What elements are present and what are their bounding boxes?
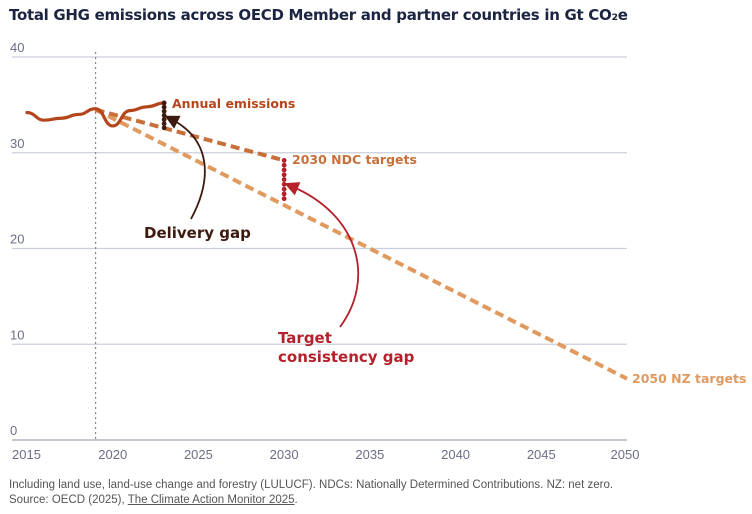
gap-dot-target-consistency: [281, 181, 287, 187]
source-line: Source: OECD (2025), The Climate Action …: [9, 493, 613, 508]
source-suffix: .: [294, 494, 298, 506]
gap-dot-target-consistency: [281, 177, 287, 182]
gap-dot-target-consistency: [281, 191, 287, 197]
gap-dot-delivery: [161, 117, 167, 122]
footnote-text: Including land use, land-use change and …: [9, 479, 614, 491]
target-consistency-gap-arrow: [284, 182, 360, 328]
y-tick-label: 10: [10, 327, 24, 342]
gap-dot-delivery: [161, 113, 167, 118]
annotation-delivery-gap: Delivery gap: [144, 224, 251, 242]
gap-dot-delivery: [161, 125, 167, 131]
annotation-2030-ndc-targets: 2030 NDC targets: [292, 152, 417, 167]
delivery-gap-arrow: [164, 115, 206, 220]
gap-dot-delivery: [161, 121, 167, 127]
y-tick-label: 20: [10, 232, 24, 247]
series-annual-emissions-line: [25, 101, 166, 128]
annotation-annual-emissions: Annual emissions: [172, 96, 295, 111]
y-tick-label: 40: [10, 40, 24, 55]
annotation-2050-nz-targets: 2050 NZ targets: [632, 371, 746, 386]
gap-dot-target-consistency: [281, 158, 287, 163]
x-tick-label: 2035: [355, 447, 384, 462]
chart-title: Total GHG emissions across OECD Member a…: [9, 6, 628, 24]
y-tick-label: 0: [10, 423, 17, 438]
x-tick-label: 2045: [527, 447, 556, 462]
series-nz-targets-line: [94, 107, 628, 381]
x-tick-label: 2020: [98, 447, 127, 462]
gap-dot-target-consistency: [281, 162, 287, 168]
gap-dot-target-consistency: [281, 172, 287, 178]
source-prefix: Source: OECD (2025),: [9, 494, 128, 506]
annotation-target-consistency-gap-line2: consistency gap: [278, 348, 415, 366]
x-tick-label: 2030: [270, 447, 299, 462]
gap-dot-delivery: [161, 104, 167, 110]
gap-dot-delivery: [161, 108, 167, 114]
y-tick-label: 30: [10, 136, 24, 151]
gap-dot-target-consistency: [281, 167, 287, 173]
x-tick-label: 2050: [611, 447, 640, 462]
chart-footnote: Including land use, land-use change and …: [9, 478, 613, 508]
gap-dot-target-consistency: [281, 186, 287, 192]
annotation-target-consistency-gap-line1: Target: [278, 329, 332, 347]
x-tick-label: 2025: [184, 447, 213, 462]
x-tick-label: 2015: [12, 447, 41, 462]
source-link[interactable]: The Climate Action Monitor 2025: [127, 494, 295, 506]
gap-dot-delivery: [161, 100, 167, 106]
series-ndc-targets-line: [95, 107, 285, 163]
gap-dot-target-consistency: [281, 196, 287, 202]
x-tick-label: 2040: [441, 447, 470, 462]
